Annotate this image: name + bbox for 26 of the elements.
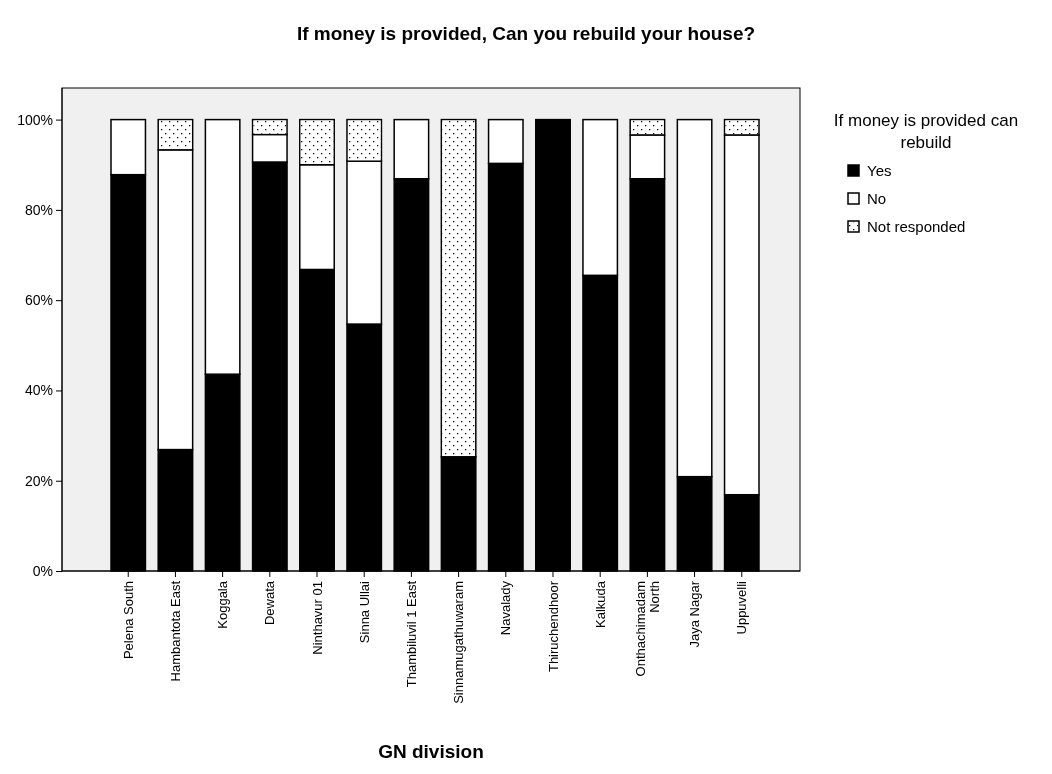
y-tick-label: 80% <box>24 201 53 218</box>
y-tick-label: 20% <box>24 472 53 489</box>
x-tick-label: Koggala <box>215 580 231 629</box>
y-tick-label: 0% <box>32 562 53 579</box>
x-tick-label: Uppuvelli <box>734 580 750 635</box>
x-tick-label: Ninthavur 01 <box>309 581 325 655</box>
x-tick-label: Thambiluvil 1 East <box>403 580 419 688</box>
legend-label: Not responded <box>867 218 966 235</box>
chart-title: If money is provided, Can you rebuild your house? <box>296 23 756 44</box>
x-tick-label: Navalady <box>498 580 514 636</box>
x-tick-label: Sinnamugathuwaram <box>451 581 467 704</box>
y-tick-label: 40% <box>24 382 53 399</box>
x-tick-label: Thiruchendhoor <box>545 580 561 673</box>
x-tick-label: Pelena South <box>120 581 136 660</box>
x-axis-title: GN division <box>378 741 484 762</box>
x-tick-label: Kalkuda <box>592 580 608 628</box>
legend-title: If money is provided can rebuild <box>833 111 1019 152</box>
y-tick-label: 100% <box>17 111 53 128</box>
x-tick-label: Dewata <box>262 580 278 626</box>
x-tick-label: Sinna Ullai <box>356 580 372 644</box>
x-tick-label: Onthachimadam North <box>632 581 663 677</box>
legend-label: Yes <box>867 162 892 179</box>
legend-label: No <box>867 190 887 207</box>
x-tick-label: Jaya Nagar <box>687 580 703 648</box>
y-tick-label: 60% <box>24 292 53 309</box>
x-tick-label: Hambantota East <box>167 580 183 682</box>
